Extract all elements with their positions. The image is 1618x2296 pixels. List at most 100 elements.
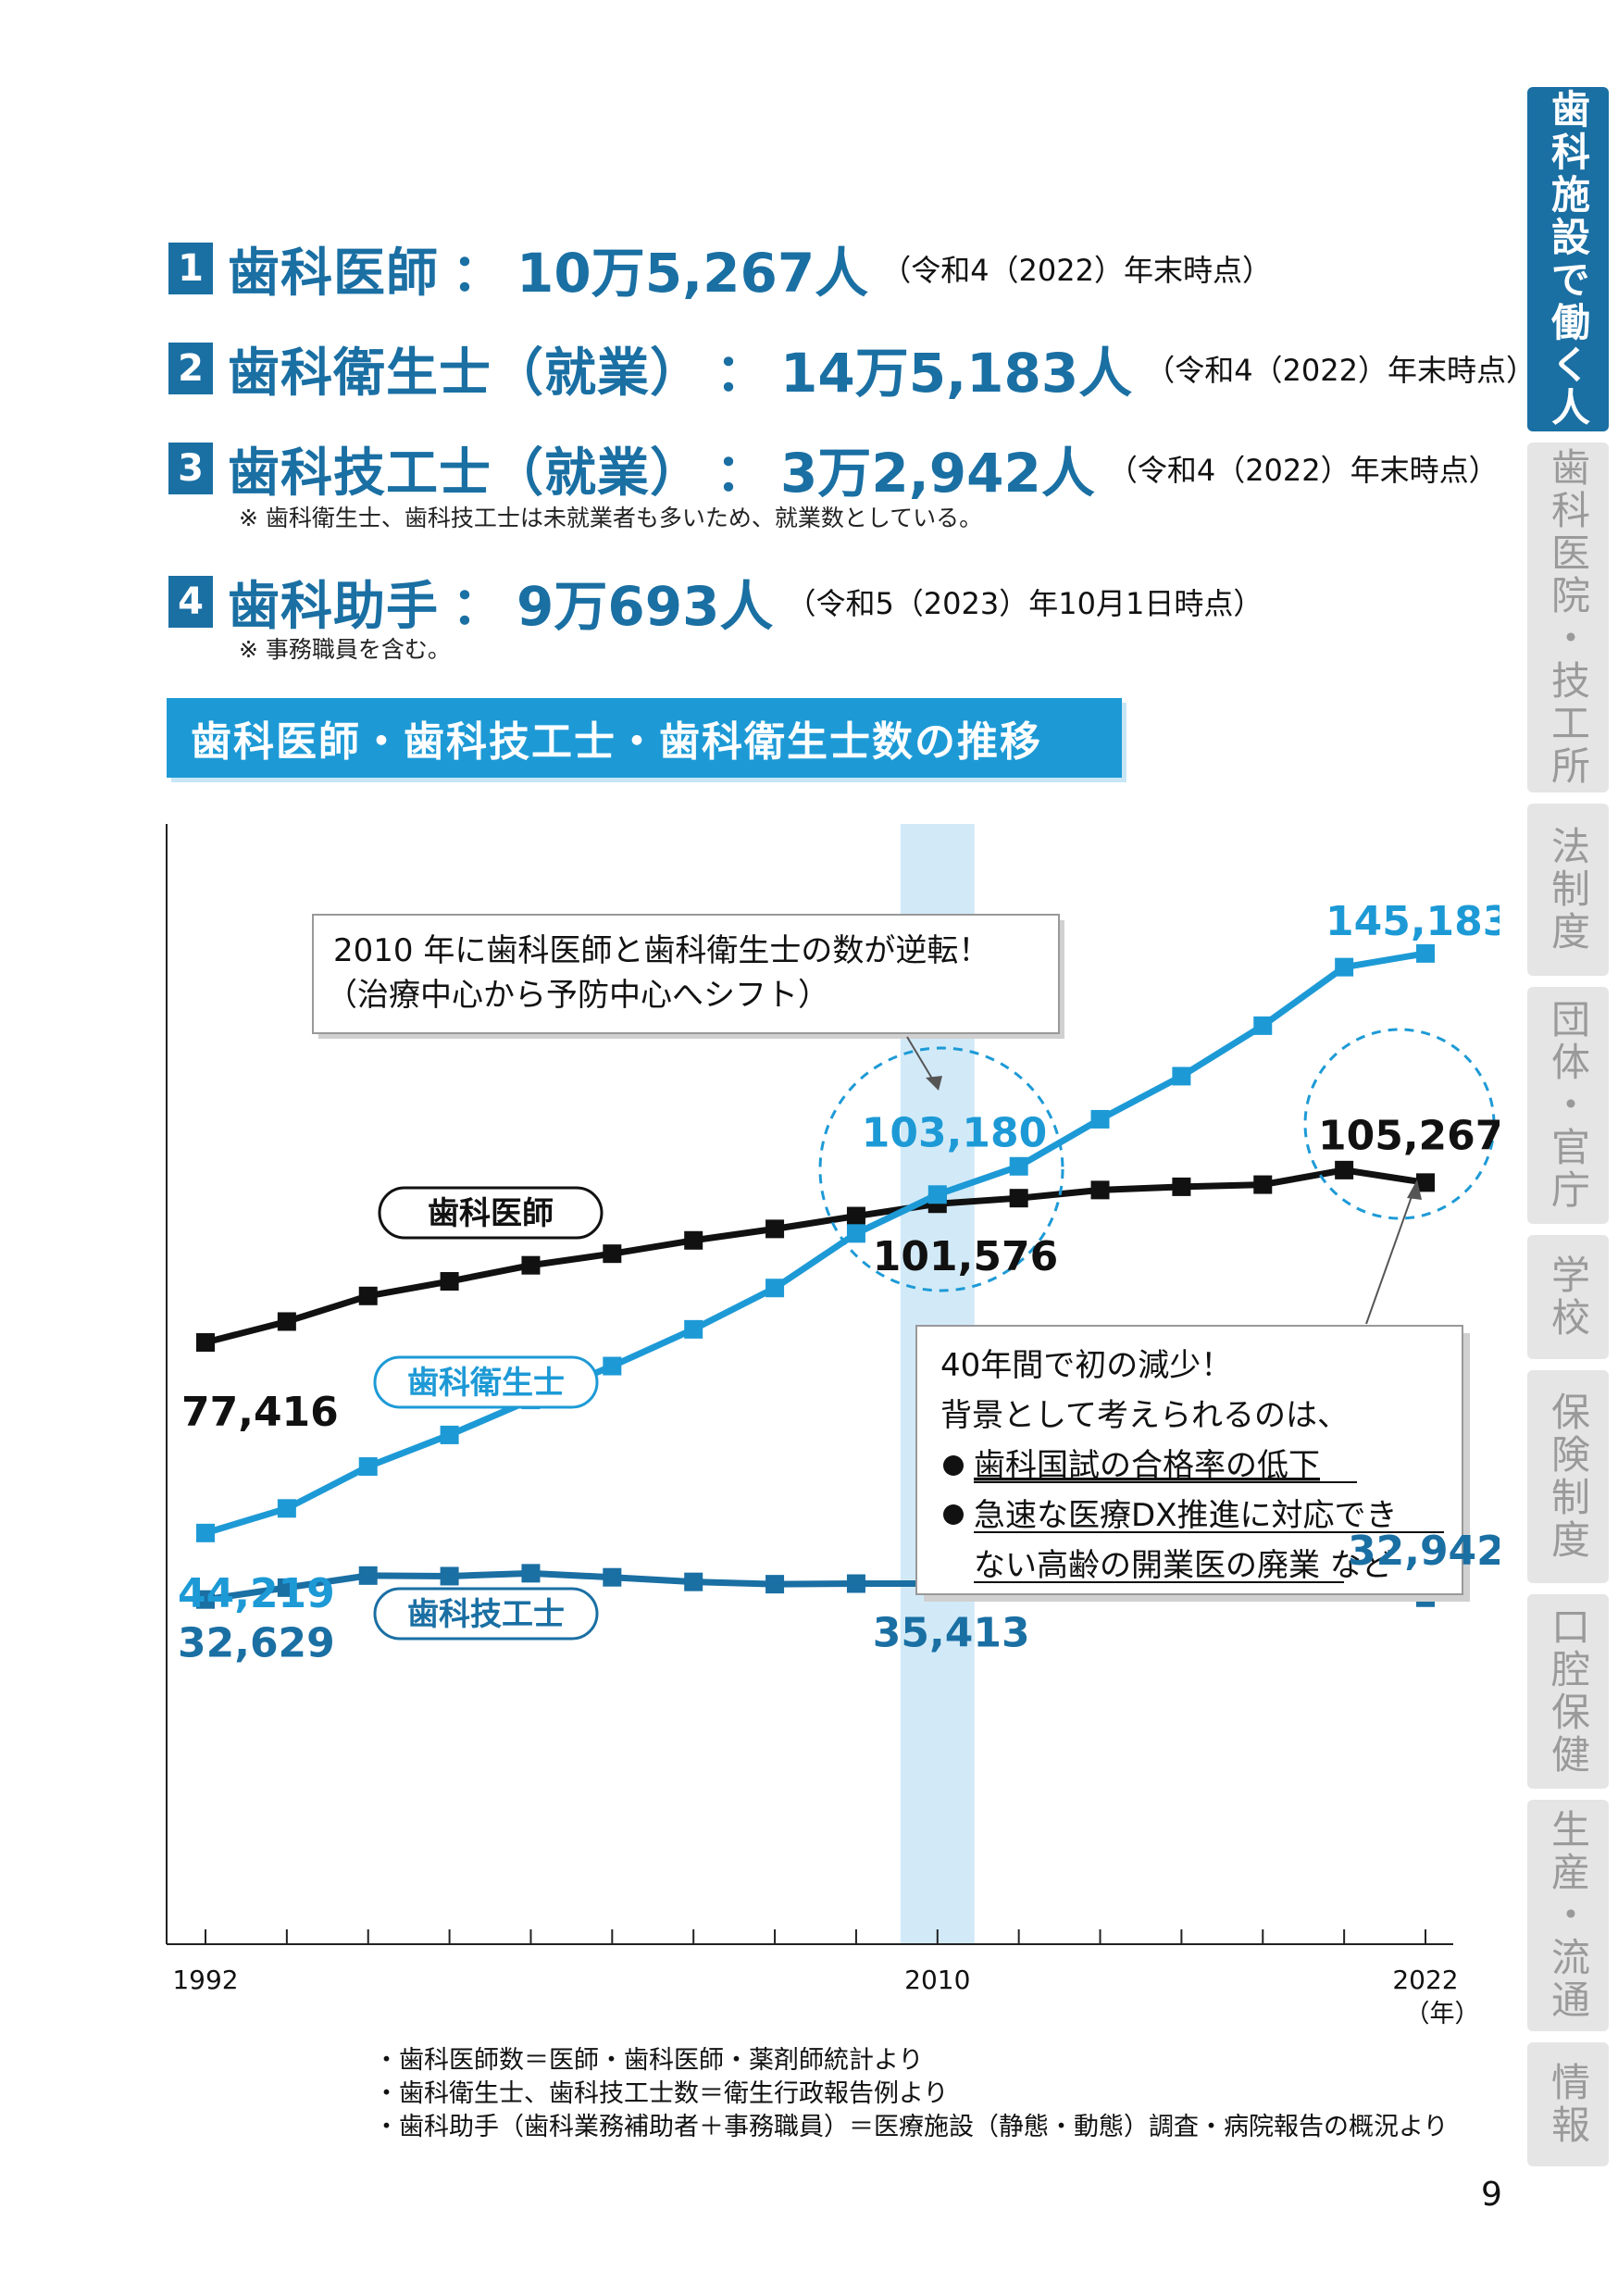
data-point xyxy=(1335,1160,1354,1179)
data-point xyxy=(1090,1180,1110,1200)
series-name-label: 歯科医師 xyxy=(428,1195,554,1232)
stat-label: 歯科衛生士（就業） xyxy=(228,343,703,404)
side-tab-dental-staff[interactable]: 歯科施設で働く人 xyxy=(1527,87,1609,431)
stat-colon: ： xyxy=(452,576,504,637)
x-tick-label: 2010 xyxy=(904,1965,970,1995)
data-label: 44,219 xyxy=(178,1570,335,1617)
data-label: 105,267 xyxy=(1318,1112,1500,1159)
data-point xyxy=(1416,943,1435,963)
data-point xyxy=(684,1572,703,1591)
stat-colon: ： xyxy=(452,243,504,304)
data-point xyxy=(1009,1189,1028,1208)
chart-title: 歯科医師・歯科技工士・歯科衛生士数の推移 xyxy=(167,698,1122,778)
data-point xyxy=(358,1566,378,1585)
data-point xyxy=(684,1319,703,1339)
stat-date: （令和4（2022）年末時点） xyxy=(1145,353,1536,388)
data-point xyxy=(440,1425,459,1444)
stat-row-3: 3 歯科技工士（就業） ： 3万2,942人 （令和4（2022）年末時点） xyxy=(168,430,1499,507)
stat-row-4: 4 歯科助手 ： 9万693人 （令和5（2023）年10月1日時点） xyxy=(168,563,1263,641)
data-point xyxy=(603,1356,622,1376)
data-point xyxy=(765,1219,785,1239)
stat-row-1: 1 歯科医師 ： 10万5,267人 （令和4（2022）年末時点） xyxy=(168,230,1272,307)
callout-decline-line2: 背景として考えられるのは、 xyxy=(940,1397,1349,1434)
series-line-0 xyxy=(205,1167,1426,1346)
side-tab-law[interactable]: 法制度 xyxy=(1527,804,1609,976)
side-tab-clinics-labs[interactable]: 歯科医院・技工所 xyxy=(1527,443,1609,792)
data-point xyxy=(1253,1175,1273,1194)
data-point xyxy=(521,1255,541,1275)
data-point xyxy=(196,1523,215,1542)
stat-label: 歯科医師 xyxy=(228,243,439,304)
bullet-dot xyxy=(943,1504,964,1525)
data-point xyxy=(927,1185,947,1204)
bullet2b-underlined: ない高齢の開業医の廃業 xyxy=(974,1547,1320,1584)
data-label: 35,413 xyxy=(873,1609,1030,1656)
data-point xyxy=(603,1244,622,1264)
data-point xyxy=(765,1575,785,1594)
note-clerical: ※ 事務職員を含む。 xyxy=(239,636,451,663)
data-point xyxy=(846,1224,865,1243)
data-point xyxy=(1172,1067,1191,1086)
crossover-circle xyxy=(818,1046,1064,1292)
bullet-dot xyxy=(943,1455,964,1476)
data-point xyxy=(1335,957,1354,977)
data-point xyxy=(1416,1173,1435,1192)
series-name-pill xyxy=(373,1355,599,1409)
callout-decline-bullet2b: ない高齢の開業医の廃業 など xyxy=(974,1547,1393,1584)
stat-value: 10万5,267人 xyxy=(517,242,869,305)
stat-value: 14万5,183人 xyxy=(780,342,1133,405)
stat-date: （令和4（2022）年末時点） xyxy=(881,253,1272,288)
side-tab-oral-health[interactable]: 口腔保健 xyxy=(1527,1594,1609,1789)
stat-colon: ： xyxy=(716,443,767,504)
data-label: 77,416 xyxy=(181,1389,339,1436)
side-tab-information[interactable]: 情報 xyxy=(1527,2042,1609,2166)
data-point xyxy=(521,1564,541,1583)
side-tab-insurance[interactable]: 保険制度 xyxy=(1527,1370,1609,1583)
series-name-label: 歯科衛生士 xyxy=(407,1365,565,1402)
callout-crossover-pointer xyxy=(906,1036,936,1084)
source-item: ・歯科衛生士、歯科技工士数＝衛生行政報告例より xyxy=(374,2079,949,2108)
side-tab-organizations[interactable]: 団体・官庁 xyxy=(1527,987,1609,1224)
x-axis-unit: （年） xyxy=(1405,2000,1480,2028)
note-employment: ※ 歯科衛生士、歯科技工士は未就業者も多いため、就業数としている。 xyxy=(239,505,983,531)
bullet2b-suffix: など xyxy=(1320,1547,1393,1584)
data-point xyxy=(603,1567,622,1587)
callout-crossover xyxy=(312,914,1060,1034)
data-point xyxy=(1253,1016,1273,1035)
data-label: 32,629 xyxy=(178,1620,335,1667)
stat-number-badge: 2 xyxy=(168,343,213,394)
stat-date: （令和4（2022）年末時点） xyxy=(1107,453,1499,488)
stat-value: 9万693人 xyxy=(517,575,774,638)
data-point xyxy=(440,1272,459,1292)
data-point xyxy=(277,1499,296,1518)
callout-decline-pointer xyxy=(1365,1188,1415,1325)
page-number: 9 xyxy=(1481,2176,1502,2214)
data-point xyxy=(196,1590,215,1609)
stat-label: 歯科助手 xyxy=(228,576,439,637)
callout-decline xyxy=(915,1325,1463,1595)
stat-value: 3万2,942人 xyxy=(780,442,1095,505)
callout-decline-line1: 40年間で初の減少！ xyxy=(940,1347,1232,1384)
stat-number-badge: 1 xyxy=(168,243,213,294)
sources-list: ・歯科医師数＝医師・歯科医師・薬剤師統計より ・歯科衛生士、歯科技工士数＝衛生行… xyxy=(374,2044,1448,2144)
callout-decline-bullet1: 歯科国試の合格率の低下 xyxy=(974,1447,1320,1484)
callout-crossover-line2: （治療中心から予防中心へシフト） xyxy=(326,977,829,1014)
stat-number-badge: 4 xyxy=(168,576,213,628)
data-label: 145,183 xyxy=(1326,898,1500,945)
side-tab-production[interactable]: 生産・流通 xyxy=(1527,1800,1609,2031)
data-point xyxy=(277,1312,296,1331)
stat-label: 歯科技工士（就業） xyxy=(228,443,703,504)
side-tab-schools[interactable]: 学校 xyxy=(1527,1235,1609,1359)
source-item: ・歯科助手（歯科業務補助者＋事務職員）＝医療施設（静態・動態）調査・病院報告の概… xyxy=(374,2113,1449,2141)
callout-decline-bullet2a: 急速な医療DX推進に対応でき xyxy=(974,1497,1397,1534)
data-point xyxy=(1172,1177,1191,1196)
data-point xyxy=(358,1286,378,1305)
decline-circle xyxy=(1303,1028,1496,1220)
data-label: 101,576 xyxy=(873,1233,1058,1280)
data-label: 103,180 xyxy=(862,1109,1047,1156)
data-point xyxy=(1090,1109,1110,1129)
stat-row-2: 2 歯科衛生士（就業） ： 14万5,183人 （令和4（2022）年末時点） xyxy=(168,330,1536,407)
series-name-label: 歯科技工士 xyxy=(407,1596,565,1633)
source-item: ・歯科医師数＝医師・歯科医師・薬剤師統計より xyxy=(374,2046,924,2075)
